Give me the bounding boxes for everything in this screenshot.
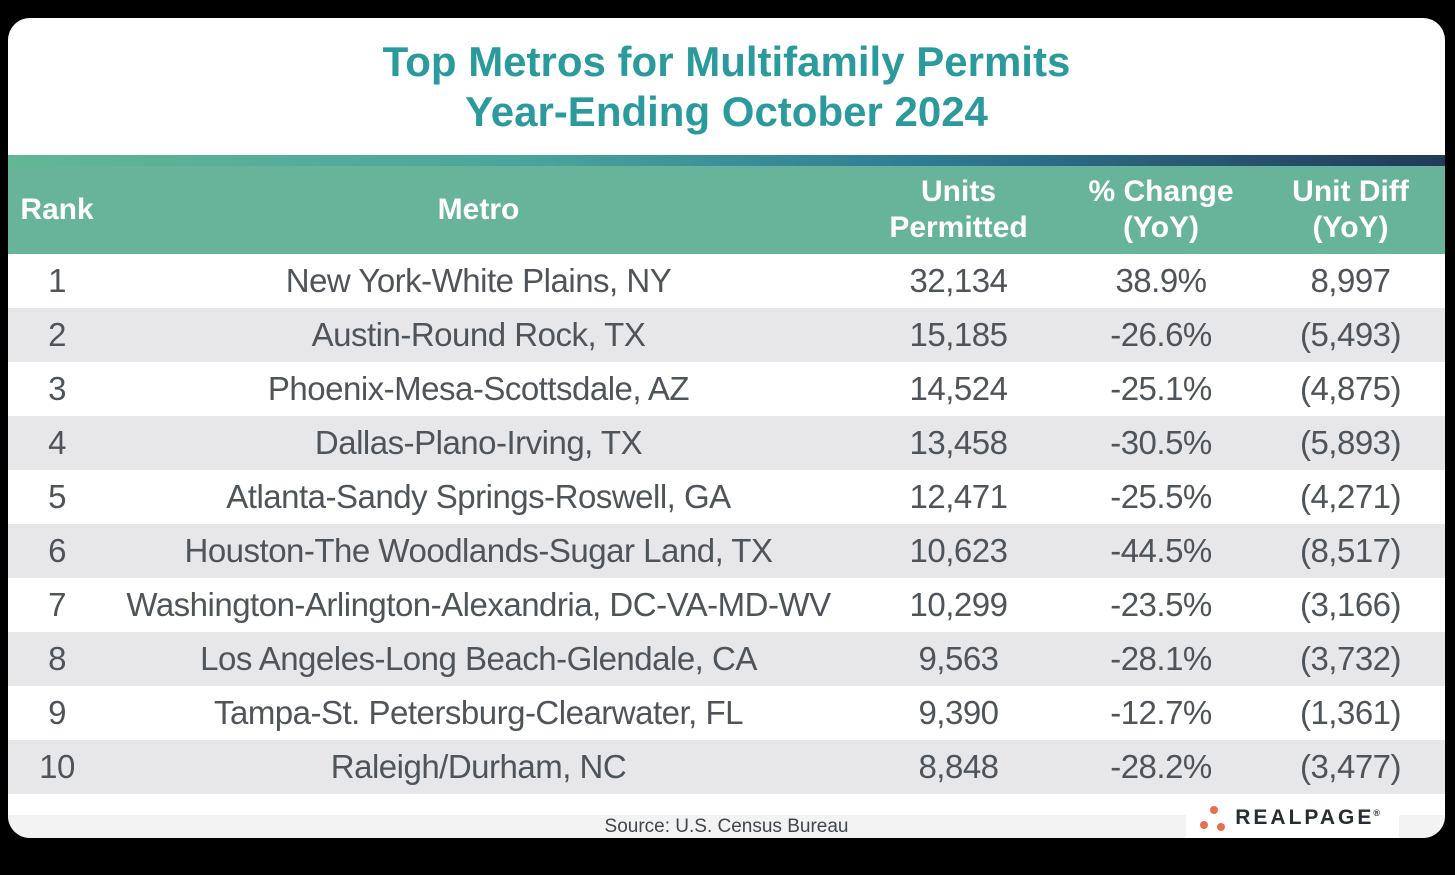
cell-units: 9,390 bbox=[918, 694, 999, 731]
col-header-rank: Rank bbox=[8, 166, 106, 254]
cell-change: -25.1% bbox=[1110, 370, 1212, 407]
logo-dot bbox=[1217, 822, 1226, 831]
cell-diff: 8,997 bbox=[1310, 262, 1391, 299]
cell-units: 8,848 bbox=[918, 748, 999, 785]
cell-units: 13,458 bbox=[909, 424, 1008, 461]
cell-metro: Austin-Round Rock, TX bbox=[311, 316, 646, 353]
cell-metro: Houston-The Woodlands-Sugar Land, TX bbox=[184, 532, 773, 569]
cell-units: 9,563 bbox=[918, 640, 999, 677]
table-row: 6 Houston-The Woodlands-Sugar Land, TX 1… bbox=[8, 524, 1445, 578]
cell-change: -25.5% bbox=[1110, 478, 1212, 515]
card-footer: Source: U.S. Census Bureau REALPAGE® bbox=[8, 793, 1445, 838]
cell-metro: Raleigh/Durham, NC bbox=[330, 748, 627, 785]
cell-diff: (4,271) bbox=[1299, 478, 1402, 515]
title-line-1: Top Metros for Multifamily Permits bbox=[382, 37, 1071, 85]
cell-rank: 4 bbox=[48, 424, 66, 461]
cell-diff: (3,477) bbox=[1299, 748, 1402, 785]
cell-change: -12.7% bbox=[1110, 694, 1212, 731]
col-header-metro: Metro bbox=[106, 166, 851, 254]
cell-diff: (5,893) bbox=[1299, 424, 1402, 461]
cell-change: 38.9% bbox=[1115, 262, 1207, 299]
table-row: 7 Washington-Arlington-Alexandria, DC-VA… bbox=[8, 578, 1445, 632]
col-header-units-line1: Units bbox=[921, 175, 996, 208]
permits-table-card: Top Metros for Multifamily Permits Year-… bbox=[8, 18, 1445, 838]
source-note: Source: U.S. Census Bureau bbox=[8, 815, 1445, 838]
logo-dot bbox=[1200, 820, 1209, 829]
cell-change: -30.5% bbox=[1110, 424, 1212, 461]
cell-rank: 5 bbox=[48, 478, 66, 515]
col-header-diff-line1: Unit Diff bbox=[1292, 175, 1409, 208]
cell-diff: (1,361) bbox=[1299, 694, 1402, 731]
cell-change: -23.5% bbox=[1110, 586, 1212, 623]
table-row: 8 Los Angeles-Long Beach-Glendale, CA 9,… bbox=[8, 632, 1445, 686]
cell-change: -26.6% bbox=[1110, 316, 1212, 353]
cell-units: 10,623 bbox=[909, 532, 1008, 569]
col-header-units-line2: Permitted bbox=[889, 211, 1028, 244]
cell-rank: 8 bbox=[48, 640, 66, 677]
col-header-units: Units Permitted bbox=[851, 166, 1066, 254]
cell-rank: 2 bbox=[48, 316, 66, 353]
table-header: Rank Metro Units Permitted % Change (YoY) … bbox=[8, 166, 1445, 254]
page-title: Top Metros for Multifamily Permits Year-… bbox=[8, 18, 1445, 155]
source-text: Source: U.S. Census Bureau bbox=[604, 815, 849, 837]
cell-units: 32,134 bbox=[909, 262, 1008, 299]
header-row: Rank Metro Units Permitted % Change (YoY) … bbox=[8, 166, 1445, 254]
realpage-wordmark: REALPAGE bbox=[1235, 806, 1375, 829]
realpage-dots-icon bbox=[1200, 805, 1226, 831]
logo-dot bbox=[1210, 805, 1219, 814]
table-row: 9 Tampa-St. Petersburg-Clearwater, FL 9,… bbox=[8, 686, 1445, 740]
gradient-divider bbox=[8, 155, 1445, 166]
col-header-diff-line2: (YoY) bbox=[1312, 211, 1389, 244]
cell-diff: (3,166) bbox=[1299, 586, 1402, 623]
table-row: 2 Austin-Round Rock, TX 15,185 -26.6% (5… bbox=[8, 308, 1445, 362]
cell-metro: Tampa-St. Petersburg-Clearwater, FL bbox=[213, 694, 744, 731]
realpage-logo-text: REALPAGE® bbox=[1235, 806, 1383, 830]
cell-rank: 10 bbox=[39, 748, 75, 785]
cell-metro: New York-White Plains, NY bbox=[285, 262, 672, 299]
cell-units: 14,524 bbox=[909, 370, 1008, 407]
table-row: 4 Dallas-Plano-Irving, TX 13,458 -30.5% … bbox=[8, 416, 1445, 470]
cell-units: 10,299 bbox=[909, 586, 1008, 623]
cell-rank: 3 bbox=[48, 370, 66, 407]
cell-diff: (3,732) bbox=[1299, 640, 1402, 677]
col-header-change-line2: (YoY) bbox=[1122, 211, 1200, 244]
cell-rank: 1 bbox=[48, 262, 66, 299]
cell-change: -44.5% bbox=[1110, 532, 1212, 569]
cell-diff: (8,517) bbox=[1299, 532, 1402, 569]
cell-units: 15,185 bbox=[909, 316, 1008, 353]
registered-trademark-icon: ® bbox=[1373, 808, 1383, 818]
realpage-logo: REALPAGE® bbox=[1186, 798, 1399, 838]
table-row: 1 New York-White Plains, NY 32,134 38.9%… bbox=[8, 254, 1445, 308]
cell-metro: Washington-Arlington-Alexandria, DC-VA-M… bbox=[126, 586, 831, 623]
permits-table: Rank Metro Units Permitted % Change (YoY) … bbox=[8, 166, 1445, 794]
table-row: 10 Raleigh/Durham, NC 8,848 -28.2% (3,47… bbox=[8, 740, 1445, 794]
cell-rank: 7 bbox=[48, 586, 66, 623]
cell-diff: (5,493) bbox=[1299, 316, 1402, 353]
title-line-2: Year-Ending October 2024 bbox=[465, 87, 988, 135]
col-header-change: % Change (YoY) bbox=[1066, 166, 1256, 254]
col-header-change-line1: % Change bbox=[1088, 175, 1234, 208]
cell-metro: Los Angeles-Long Beach-Glendale, CA bbox=[200, 640, 757, 677]
col-header-diff: Unit Diff (YoY) bbox=[1256, 166, 1445, 254]
table-body: 1 New York-White Plains, NY 32,134 38.9%… bbox=[8, 254, 1445, 794]
table-row: 5 Atlanta-Sandy Springs-Roswell, GA 12,4… bbox=[8, 470, 1445, 524]
cell-metro: Atlanta-Sandy Springs-Roswell, GA bbox=[226, 478, 731, 515]
cell-rank: 6 bbox=[48, 532, 66, 569]
cell-rank: 9 bbox=[48, 694, 66, 731]
cell-change: -28.2% bbox=[1110, 748, 1212, 785]
cell-units: 12,471 bbox=[909, 478, 1008, 515]
cell-diff: (4,875) bbox=[1299, 370, 1402, 407]
cell-metro: Phoenix-Mesa-Scottsdale, AZ bbox=[267, 370, 690, 407]
cell-metro: Dallas-Plano-Irving, TX bbox=[314, 424, 643, 461]
table-row: 3 Phoenix-Mesa-Scottsdale, AZ 14,524 -25… bbox=[8, 362, 1445, 416]
cell-change: -28.1% bbox=[1110, 640, 1212, 677]
